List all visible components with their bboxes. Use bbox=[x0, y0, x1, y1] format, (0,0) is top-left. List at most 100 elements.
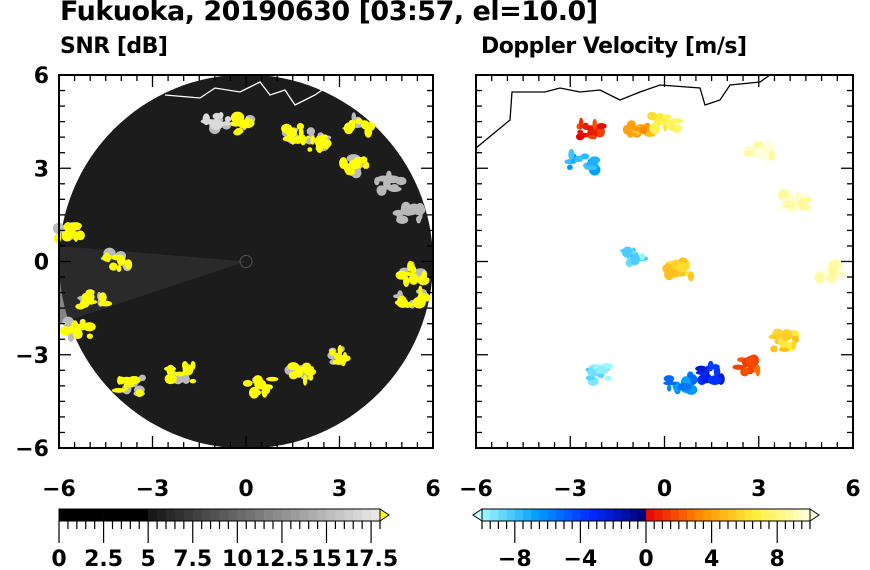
echo-pixel bbox=[300, 134, 307, 146]
echo-pixel bbox=[574, 155, 584, 163]
colorbar-tick-label: 4 bbox=[704, 547, 719, 570]
colorbar-cell bbox=[192, 509, 202, 521]
x-tick-label: −6 bbox=[459, 477, 493, 502]
echo-pixel bbox=[75, 303, 86, 310]
y-tick-label: −3 bbox=[15, 344, 49, 369]
echo-pixel bbox=[200, 119, 210, 124]
echo-cluster bbox=[59, 316, 96, 342]
echo-pixel bbox=[777, 340, 787, 346]
echo-pixel bbox=[407, 260, 414, 272]
colorbar-tick-label: 0 bbox=[638, 547, 653, 570]
echo-cluster bbox=[575, 117, 607, 141]
echo-pixel bbox=[340, 357, 346, 367]
echo-pixel bbox=[111, 387, 126, 393]
echo-pixel bbox=[639, 253, 646, 261]
x-tick-label: 6 bbox=[845, 477, 860, 502]
colorbar-cell bbox=[59, 509, 69, 521]
echo-pixel bbox=[415, 215, 422, 222]
colorbar-cell bbox=[719, 509, 729, 521]
x-tick-label: 3 bbox=[332, 477, 347, 502]
echo-pixel bbox=[69, 226, 81, 231]
echo-pixel bbox=[417, 295, 426, 301]
echo-pixel bbox=[411, 204, 426, 216]
echo-pixel bbox=[707, 360, 714, 372]
echo-cluster bbox=[200, 111, 232, 135]
echo-cluster bbox=[229, 111, 256, 136]
echo-cluster bbox=[662, 257, 695, 282]
echo-pixel bbox=[407, 278, 419, 284]
echo-pixel bbox=[334, 354, 344, 360]
echo-pixel bbox=[661, 120, 675, 127]
colorbar-cell bbox=[76, 509, 87, 521]
echo-cluster bbox=[242, 375, 279, 399]
colorbar-cell bbox=[736, 509, 745, 521]
colorbar-cell bbox=[228, 509, 238, 521]
echo-pixel bbox=[181, 360, 188, 370]
echo-pixel bbox=[791, 340, 797, 350]
echo-pixel bbox=[570, 158, 575, 164]
echo-pixel bbox=[568, 148, 575, 161]
colorbar-cell bbox=[613, 509, 622, 521]
colorbar-cell bbox=[539, 509, 548, 521]
x-tick-label: 0 bbox=[238, 477, 253, 502]
echo-pixel bbox=[745, 355, 756, 367]
x-tick-label: 0 bbox=[657, 477, 672, 502]
echo-pixel bbox=[395, 176, 407, 186]
colorbar-cell bbox=[85, 509, 95, 521]
echo-pixel bbox=[310, 135, 315, 145]
echo-pixel bbox=[166, 364, 175, 376]
doppler-panel: −6 −3 0 3 6 bbox=[459, 74, 861, 502]
colorbar-cell bbox=[564, 509, 573, 521]
colorbar-cell bbox=[777, 509, 786, 521]
echo-pixel bbox=[306, 127, 316, 136]
colorbar-cell bbox=[711, 509, 721, 521]
echo-pixel bbox=[577, 129, 584, 135]
colorbar-cell bbox=[290, 509, 301, 521]
colorbar-tick-label: −8 bbox=[498, 547, 532, 570]
colorbar-cell bbox=[264, 509, 274, 521]
echo-pixel bbox=[303, 368, 317, 376]
colorbar-cell bbox=[678, 509, 688, 521]
echo-pixel bbox=[839, 271, 847, 279]
x-tick-label: −3 bbox=[136, 477, 170, 502]
colorbar-cell bbox=[139, 509, 149, 521]
colorbar-cell bbox=[580, 509, 589, 521]
echo-pixel bbox=[63, 222, 73, 233]
colorbar-cell bbox=[130, 509, 140, 521]
colorbar-cell bbox=[547, 509, 557, 521]
colorbar-cell bbox=[695, 509, 704, 521]
colorbar-tick-label: 8 bbox=[770, 547, 785, 570]
echo-pixel bbox=[164, 373, 177, 385]
colorbar-cell bbox=[572, 509, 581, 521]
echo-pixel bbox=[242, 118, 255, 128]
echo-cluster bbox=[52, 222, 85, 243]
echo-pixel bbox=[86, 333, 94, 339]
colorbar-cell bbox=[273, 509, 283, 521]
echo-pixel bbox=[742, 150, 754, 158]
echo-pixel bbox=[85, 289, 95, 296]
echo-pixel bbox=[302, 362, 311, 369]
echo-pixel bbox=[639, 126, 647, 135]
colorbar-cell bbox=[237, 509, 247, 521]
echo-pixel bbox=[755, 364, 761, 377]
colorbar-tick-label: 0 bbox=[51, 547, 66, 570]
colorbar-cell bbox=[605, 509, 614, 521]
echo-pixel bbox=[754, 141, 764, 148]
echo-cluster bbox=[564, 148, 601, 176]
echo-pixel bbox=[770, 345, 778, 353]
echo-pixel bbox=[707, 375, 722, 385]
colorbar-cell bbox=[506, 509, 516, 521]
colorbar-cell bbox=[353, 509, 363, 521]
echo-pixel bbox=[265, 384, 273, 390]
echo-pixel bbox=[337, 344, 343, 356]
echo-pixel bbox=[644, 122, 651, 128]
colorbar-cell bbox=[219, 509, 229, 521]
echo-pixel bbox=[116, 254, 126, 266]
echo-pixel bbox=[53, 233, 62, 243]
echo-cluster bbox=[284, 362, 317, 386]
echo-pixel bbox=[359, 156, 368, 164]
echo-pixel bbox=[390, 183, 399, 193]
echo-cluster bbox=[813, 259, 847, 284]
colorbar-cell bbox=[588, 509, 598, 521]
